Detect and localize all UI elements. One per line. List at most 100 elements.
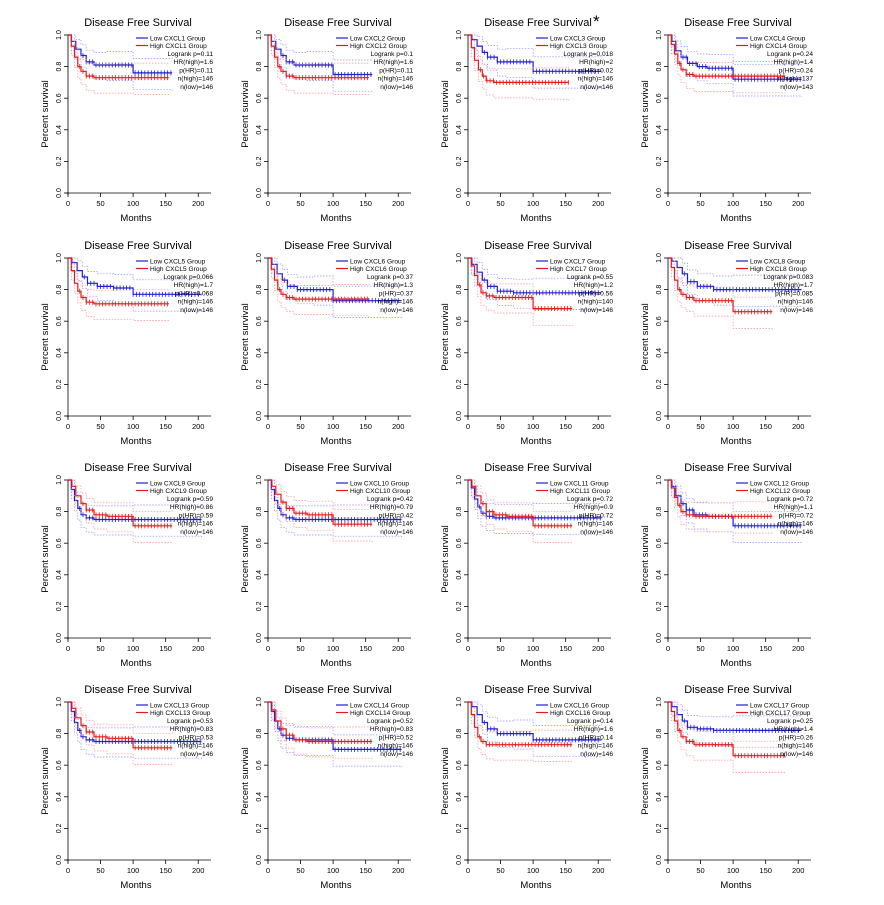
stat-line: p(HR)=0.02 <box>579 67 614 74</box>
y-tick-label: 0.2 <box>256 823 263 833</box>
y-tick-label: 0.0 <box>456 633 463 643</box>
y-tick-label: 0.0 <box>56 411 63 421</box>
x-axis-label: Months <box>720 658 751 669</box>
y-tick-label: 0.6 <box>56 316 63 326</box>
stat-line: n(high)=146 <box>178 76 214 83</box>
legend-label: High CXCL14 Group <box>350 710 411 717</box>
x-tick-label: 50 <box>96 866 104 875</box>
stat-line: n(high)=146 <box>378 521 414 528</box>
x-tick-label: 200 <box>392 644 405 653</box>
x-tick-label: 200 <box>792 199 805 208</box>
y-tick-label: 0.6 <box>256 760 263 770</box>
y-tick-label: 0.2 <box>656 601 663 611</box>
low-group-curve <box>468 34 602 72</box>
x-tick-label: 100 <box>527 199 540 208</box>
legend-label: High CXCL16 Group <box>550 710 611 717</box>
x-tick-label: 100 <box>127 422 140 431</box>
stat-line: n(high)=146 <box>578 743 614 750</box>
x-tick-label: 150 <box>359 644 372 653</box>
x-tick-label: 150 <box>159 644 172 653</box>
ci-lower-line <box>668 34 786 95</box>
ci-upper-line <box>268 479 373 511</box>
x-tick-label: 50 <box>696 644 704 653</box>
y-tick-label: 0.2 <box>456 601 463 611</box>
stat-line: n(low)=146 <box>580 307 613 314</box>
stat-line: n(low)=146 <box>780 751 813 758</box>
stat-line: n(high)=146 <box>378 743 414 750</box>
x-tick-label: 200 <box>592 199 605 208</box>
stat-line: HR(high)=0.83 <box>370 726 413 733</box>
legend-label: High CXCL9 Group <box>150 488 207 495</box>
stat-line: n(low)=146 <box>380 751 413 758</box>
x-axis-label: Months <box>720 880 751 891</box>
ci-upper-line <box>668 34 786 63</box>
stat-line: n(low)=146 <box>180 84 213 91</box>
ci-lower-line <box>68 701 173 766</box>
km-panel-cxcl13: Disease Free Survival 0.0 0.2 0.4 0.6 0.8 1.0 0… <box>40 684 213 891</box>
ci-upper-line <box>68 701 173 734</box>
x-axis-label: Months <box>720 213 751 224</box>
y-axis-label: Percent survival <box>440 303 451 371</box>
km-panel-cxcl6: Disease Free Survival 0.0 0.2 0.4 0.6 0.8 1.0 0… <box>240 240 413 447</box>
low-group-curve <box>68 479 202 521</box>
y-tick-label: 0.8 <box>256 729 263 739</box>
low-group-curve <box>68 701 202 743</box>
x-tick-label: 150 <box>759 199 772 208</box>
y-axis-label: Percent survival <box>640 747 651 815</box>
y-tick-label: 0.0 <box>256 633 263 643</box>
stat-line: Logrank p=0.14 <box>567 718 613 725</box>
y-tick-label: 0.6 <box>656 538 663 548</box>
x-tick-label: 100 <box>327 199 340 208</box>
km-panel-cxcl5: Disease Free Survival 0.0 0.2 0.4 0.6 0.8 1.0 0… <box>40 240 213 447</box>
x-tick-label: 200 <box>392 199 405 208</box>
stat-line: n(high)=146 <box>578 521 614 528</box>
x-tick-label: 100 <box>727 199 740 208</box>
x-tick-label: 50 <box>296 866 304 875</box>
ci-lower-line <box>468 257 573 327</box>
legend-label: Low CXCL4 Group <box>750 35 806 42</box>
ci-lower-line <box>68 257 170 322</box>
high-group-curve <box>268 479 373 525</box>
ci-upper-line <box>268 34 370 65</box>
ci-lower-line <box>468 34 570 101</box>
panel-title: Disease Free Survival <box>284 684 392 696</box>
legend-label: High CXCL4 Group <box>750 43 807 50</box>
stat-line: n(high)=146 <box>778 743 814 750</box>
y-tick-label: 0.4 <box>256 792 263 802</box>
y-tick-label: 0.2 <box>656 823 663 833</box>
x-tick-label: 50 <box>96 644 104 653</box>
y-axis-label: Percent survival <box>40 303 51 371</box>
x-tick-label: 200 <box>392 866 405 875</box>
x-tick-label: 150 <box>759 644 772 653</box>
ci-upper-line <box>268 701 373 729</box>
y-tick-label: 0.8 <box>456 507 463 517</box>
stat-line: HR(high)=1.6 <box>374 59 414 66</box>
stat-line: HR(high)=2 <box>579 59 613 66</box>
y-axis-label: Percent survival <box>240 303 251 371</box>
stat-line: HR(high)=1.6 <box>174 59 214 66</box>
y-tick-label: 1.0 <box>256 697 263 707</box>
y-tick-label: 1.0 <box>456 697 463 707</box>
panel-title: Disease Free Survival <box>84 462 192 474</box>
y-axis-label: Percent survival <box>440 80 451 148</box>
x-tick-label: 50 <box>496 644 504 653</box>
km-panel-cxcl8: Disease Free Survival 0.0 0.2 0.4 0.6 0.8 1.0 0… <box>640 240 813 447</box>
y-tick-label: 0.4 <box>456 125 463 135</box>
x-tick-label: 50 <box>96 199 104 208</box>
stat-line: n(low)=146 <box>580 529 613 536</box>
legend-label: High CXCL10 Group <box>350 488 411 495</box>
high-group-curve <box>468 34 569 83</box>
x-tick-label: 50 <box>696 866 704 875</box>
legend-label: High CXCL6 Group <box>350 266 407 273</box>
stat-line: p(HR)=0.11 <box>179 67 213 74</box>
y-tick-label: 0.2 <box>456 379 463 389</box>
panel-title: Disease Free Survival <box>684 462 792 474</box>
ci-lower-line <box>668 479 773 535</box>
x-tick-label: 0 <box>66 199 70 208</box>
x-axis-label: Months <box>320 436 351 447</box>
y-tick-label: 0.8 <box>456 285 463 295</box>
stat-line: n(low)=146 <box>580 751 613 758</box>
ci-lower-line <box>268 34 370 96</box>
x-tick-label: 150 <box>559 866 572 875</box>
